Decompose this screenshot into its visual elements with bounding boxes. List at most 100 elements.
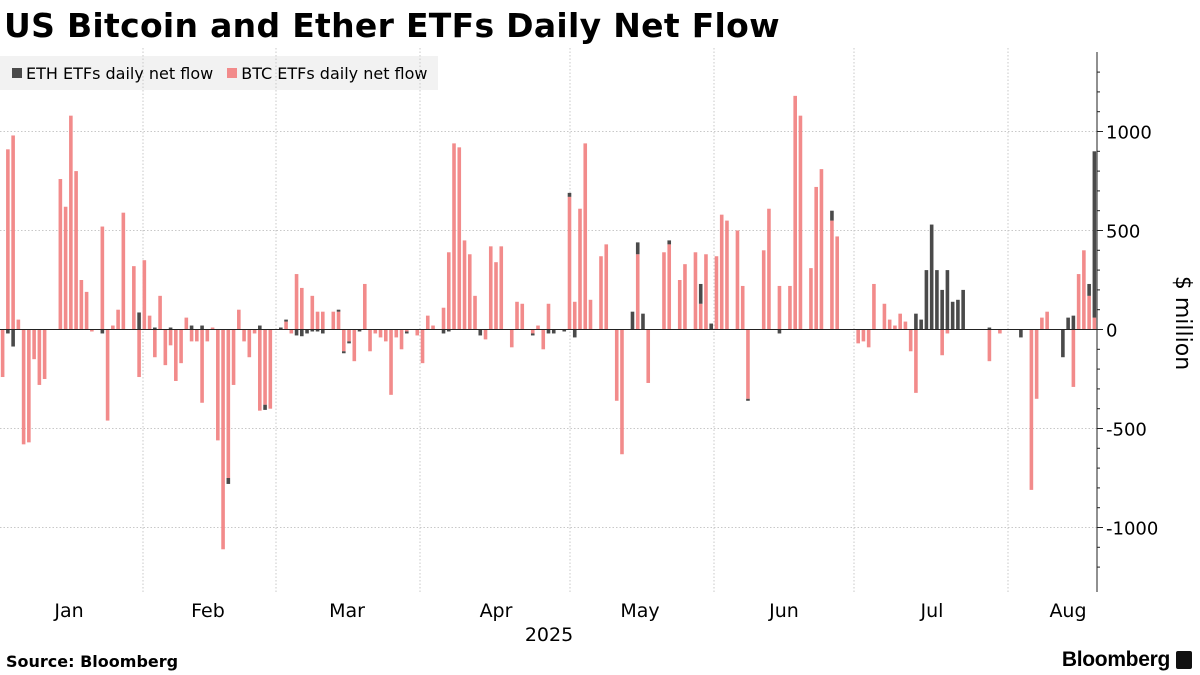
eth-bar xyxy=(284,319,288,322)
eth-bar xyxy=(987,327,992,330)
eth-bar xyxy=(935,270,939,330)
btc-bar xyxy=(105,329,110,421)
btc-bar xyxy=(310,295,315,330)
btc-bar xyxy=(599,256,603,330)
btc-bar xyxy=(761,250,766,330)
btc-bar xyxy=(184,317,189,330)
eth-bar xyxy=(924,270,929,330)
btc-bar xyxy=(258,329,262,411)
btc-bar xyxy=(431,325,435,330)
eth-bar xyxy=(336,309,341,312)
btc-bar xyxy=(347,329,351,342)
btc-bar xyxy=(368,329,372,352)
btc-bar xyxy=(667,244,672,330)
btc-bar xyxy=(179,329,183,364)
btc-bar xyxy=(58,179,63,330)
btc-bar xyxy=(856,329,860,344)
btc-bar xyxy=(383,329,388,342)
brand-logo: Bloomberg xyxy=(1062,648,1192,672)
eth-bar xyxy=(279,327,283,330)
btc-bar xyxy=(683,264,687,330)
btc-bar xyxy=(940,329,944,356)
brand-name: Bloomberg xyxy=(1061,648,1170,671)
eth-bar xyxy=(11,329,15,347)
btc-bar xyxy=(90,329,94,332)
btc-bar xyxy=(294,274,299,330)
btc-bar xyxy=(300,287,304,330)
btc-bar xyxy=(887,319,892,330)
btc-bar xyxy=(0,329,5,378)
btc-bar xyxy=(646,329,651,383)
btc-bar xyxy=(42,329,47,379)
y-tick-label: 1000 xyxy=(1106,123,1152,144)
btc-bar xyxy=(210,327,215,330)
eth-bar xyxy=(630,311,635,330)
btc-bar xyxy=(378,329,383,338)
btc-bar xyxy=(572,301,577,330)
eth-bar xyxy=(551,329,556,334)
eth-bar xyxy=(929,224,934,330)
btc-bar xyxy=(362,283,367,330)
btc-bar xyxy=(100,226,105,330)
eth-bar xyxy=(357,329,362,332)
btc-bar xyxy=(635,254,640,330)
eth-bar xyxy=(940,289,944,330)
btc-bar xyxy=(373,329,378,334)
btc-bar xyxy=(814,186,818,330)
btc-bar xyxy=(998,329,1002,334)
btc-bar xyxy=(226,329,231,478)
x-tick-label: Jun xyxy=(768,600,799,622)
btc-bar xyxy=(777,285,782,330)
btc-bar xyxy=(788,285,792,330)
btc-bar xyxy=(740,285,745,330)
eth-bar xyxy=(300,329,304,337)
btc-bar xyxy=(247,329,252,358)
btc-bar xyxy=(425,315,430,330)
btc-bar xyxy=(21,329,26,445)
eth-bar xyxy=(667,240,672,245)
legend-label-btc: BTC ETFs daily net flow xyxy=(241,63,428,83)
eth-bar xyxy=(347,341,351,344)
y-axis-label: $ million xyxy=(1170,276,1195,370)
btc-bar xyxy=(252,329,257,334)
btc-bar xyxy=(861,329,866,342)
btc-bar xyxy=(200,329,204,403)
btc-bar xyxy=(399,329,404,350)
btc-bar xyxy=(268,329,273,409)
btc-bar xyxy=(945,329,950,334)
btc-bar xyxy=(494,262,498,330)
btc-bar xyxy=(137,329,141,378)
btc-bar xyxy=(830,220,834,330)
btc-bar xyxy=(483,329,488,340)
eth-bar xyxy=(698,283,703,304)
btc-bar xyxy=(415,329,420,336)
btc-bar xyxy=(520,303,525,330)
btc-bar xyxy=(321,311,325,330)
eth-bar xyxy=(305,329,309,334)
eth-bar xyxy=(1092,151,1097,318)
btc-bar xyxy=(1082,250,1086,330)
btc-bar xyxy=(662,252,666,330)
legend-item-eth: ETH ETFs daily net flow xyxy=(12,64,213,83)
eth-bar xyxy=(950,301,955,330)
eth-bar xyxy=(1019,329,1023,338)
x-tick-label: Apr xyxy=(480,600,513,622)
btc-bar xyxy=(284,321,288,330)
eth-bar xyxy=(956,299,960,330)
eth-bar xyxy=(746,398,750,401)
btc-bar xyxy=(205,329,210,342)
btc-bar xyxy=(693,252,698,330)
eth-bar xyxy=(263,404,267,410)
eth-bar xyxy=(709,323,714,330)
eth-bar xyxy=(137,312,141,330)
eth-bar xyxy=(446,329,451,332)
eth-bar xyxy=(635,242,640,255)
btc-bar xyxy=(420,329,425,364)
legend: ETH ETFs daily net flow BTC ETFs daily n… xyxy=(0,56,438,90)
btc-bar xyxy=(394,329,399,338)
eth-bar xyxy=(168,327,173,330)
btc-bar xyxy=(767,208,771,330)
btc-bar xyxy=(37,329,42,385)
btc-bar xyxy=(893,325,897,330)
